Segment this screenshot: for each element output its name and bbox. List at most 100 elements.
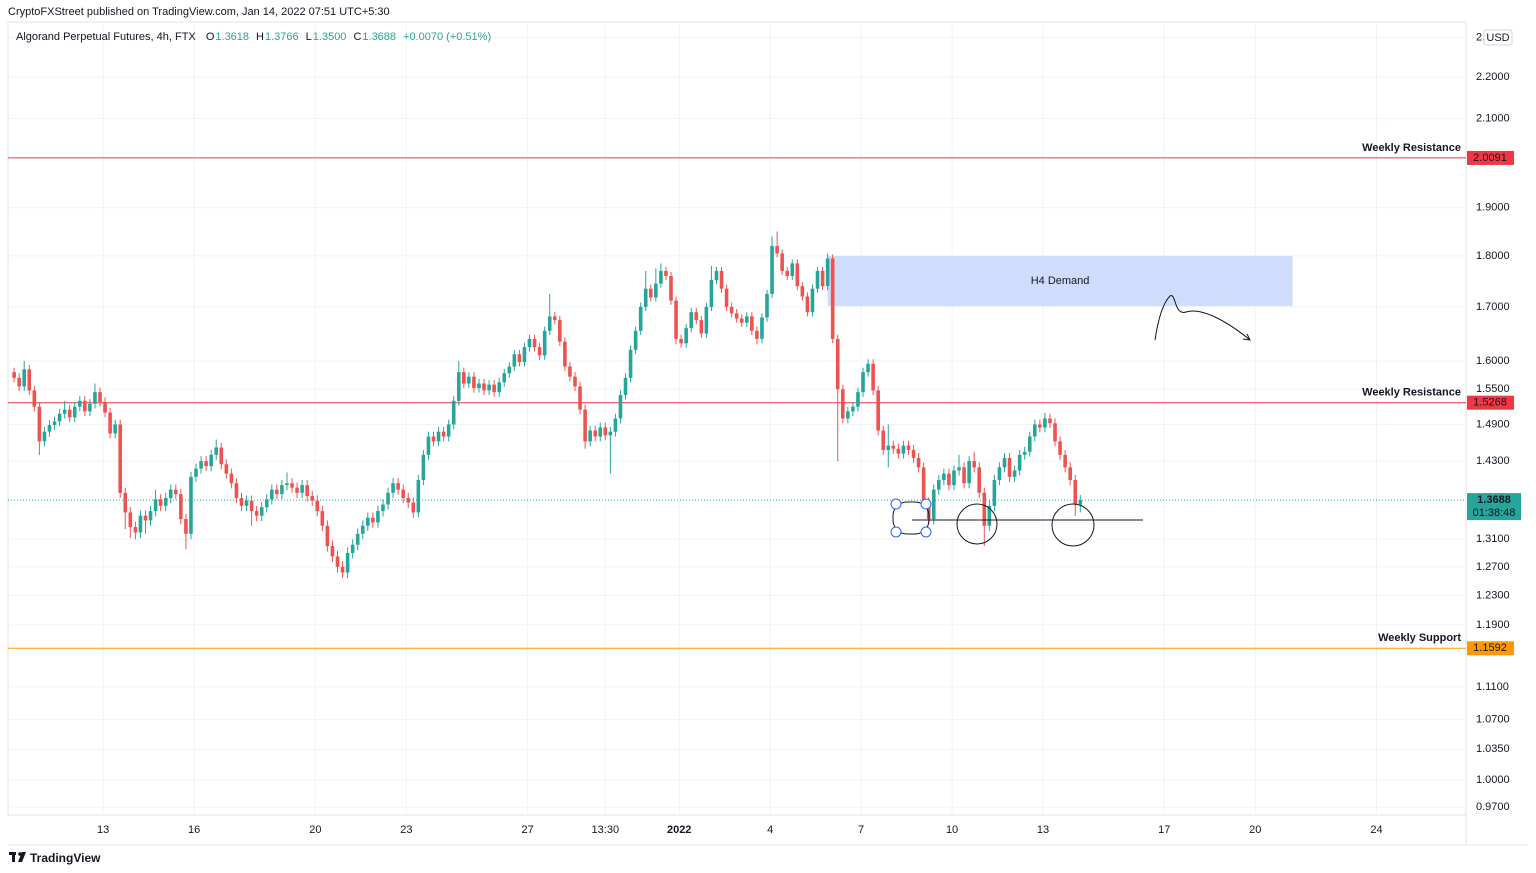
x-tick-label: 13 [97,824,109,836]
candle-body [1017,454,1022,471]
candle-body [957,467,961,471]
candle-body [451,400,456,425]
candle-body [189,476,193,534]
candle-body [441,431,446,437]
candle-body [143,515,148,521]
y-tick-label: 1.3100 [1476,533,1510,545]
x-tick-label: 20 [309,824,321,836]
candle-body [456,372,461,401]
level-price-box [1467,641,1514,656]
candle-body [502,373,507,383]
candle-body [517,354,522,363]
y-tick-label: 1.2300 [1476,589,1510,601]
candle-body [497,382,501,393]
candle-body [163,498,168,506]
candle-body [315,500,320,512]
candle-body [270,489,274,500]
candle-body [648,288,653,298]
candle-body [209,454,213,467]
ellipse-drawing [892,501,930,535]
candle-body [1063,454,1067,468]
candle-body [659,270,663,284]
logo [9,852,26,862]
x-tick-label: 4 [767,824,773,836]
candle-body [638,306,643,331]
plot-area [7,21,1467,816]
x-tick-label: 27 [521,824,533,836]
candle-body [300,485,304,493]
candle-body [345,552,350,573]
candle-body [937,479,941,490]
candle-body [295,487,299,493]
ohlc-key: L [305,31,312,43]
candle-body [421,454,426,480]
candle-body [305,485,309,497]
candle-body [714,270,719,281]
candle-body [62,409,67,414]
ohlc-value: 1.3500 [312,31,347,43]
candle-body [37,406,42,442]
candle-body [618,395,623,419]
candle-body [88,403,92,412]
x-tick-label: 2022 [667,824,691,836]
candle-body [568,366,572,377]
candle-body [42,431,47,442]
candle-body [674,300,678,339]
y-tick-label: 1.8000 [1476,250,1510,262]
candle-body [275,489,279,495]
y-tick-label: 1.6000 [1476,355,1510,367]
level-label: Weekly Support [1378,632,1461,644]
candle-body [401,489,405,499]
last-price-box [1467,493,1521,521]
ohlc-key: C [353,31,362,43]
candle-body [856,392,860,407]
candle-body [411,502,416,513]
candle-body [891,445,896,449]
candle-body [689,312,694,329]
handle [920,526,932,538]
candle-body [962,467,966,484]
candle-body [583,409,587,442]
candle-body [1058,441,1062,455]
countdown: 01:38:48 [1473,507,1516,519]
candle-body [371,517,375,523]
candle-body [608,431,613,436]
publish-info: CryptoFXStreet published on TradingView.… [8,6,390,18]
drawings [890,295,1251,547]
candle-body [47,425,52,432]
y-tick-label: 1.0000 [1476,774,1510,786]
freehand-arrow [1154,295,1251,341]
x-tick-label: 20 [1249,824,1261,836]
candle-body [931,489,936,520]
candle-body [623,377,628,396]
candle-body [851,406,855,412]
candle-body [785,270,790,276]
candle-body [603,427,608,436]
candle-body [27,369,32,391]
candle-body [128,512,133,528]
legend: Algorand Perpetual Futures, 4h, FTX O1.3… [16,31,492,43]
candle-body [123,492,128,513]
candle-body [174,489,178,495]
candle-body [820,270,825,287]
x-tick-label: 17 [1158,824,1170,836]
candle-body [482,383,486,391]
candle-body [512,354,517,367]
candle-body [527,338,532,348]
candle-body [360,525,365,534]
candle-body [17,377,21,387]
candle-body [477,383,481,389]
handle [920,498,932,510]
candle-body [866,363,870,373]
candle-body [204,461,208,467]
candle-body [426,436,431,455]
candle-body [810,288,815,313]
brand: TradingView [30,851,101,865]
candle-body [679,338,683,344]
x-tick-label: 13:30 [592,824,620,836]
candle-body [790,263,795,276]
y-tick-label: 2.2000 [1476,71,1510,83]
candle-body [214,447,219,455]
candle-body [350,544,355,553]
candle-body [224,464,229,474]
